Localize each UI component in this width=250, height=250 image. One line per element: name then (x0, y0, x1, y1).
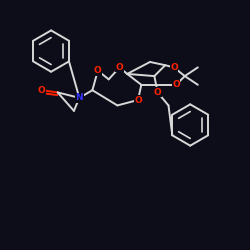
Text: O: O (116, 63, 124, 72)
Text: O: O (134, 96, 142, 104)
Text: O: O (170, 63, 178, 72)
Text: O: O (154, 88, 162, 97)
Text: O: O (94, 66, 102, 75)
Text: N: N (76, 93, 83, 102)
Text: O: O (38, 86, 45, 95)
Text: O: O (172, 80, 180, 89)
